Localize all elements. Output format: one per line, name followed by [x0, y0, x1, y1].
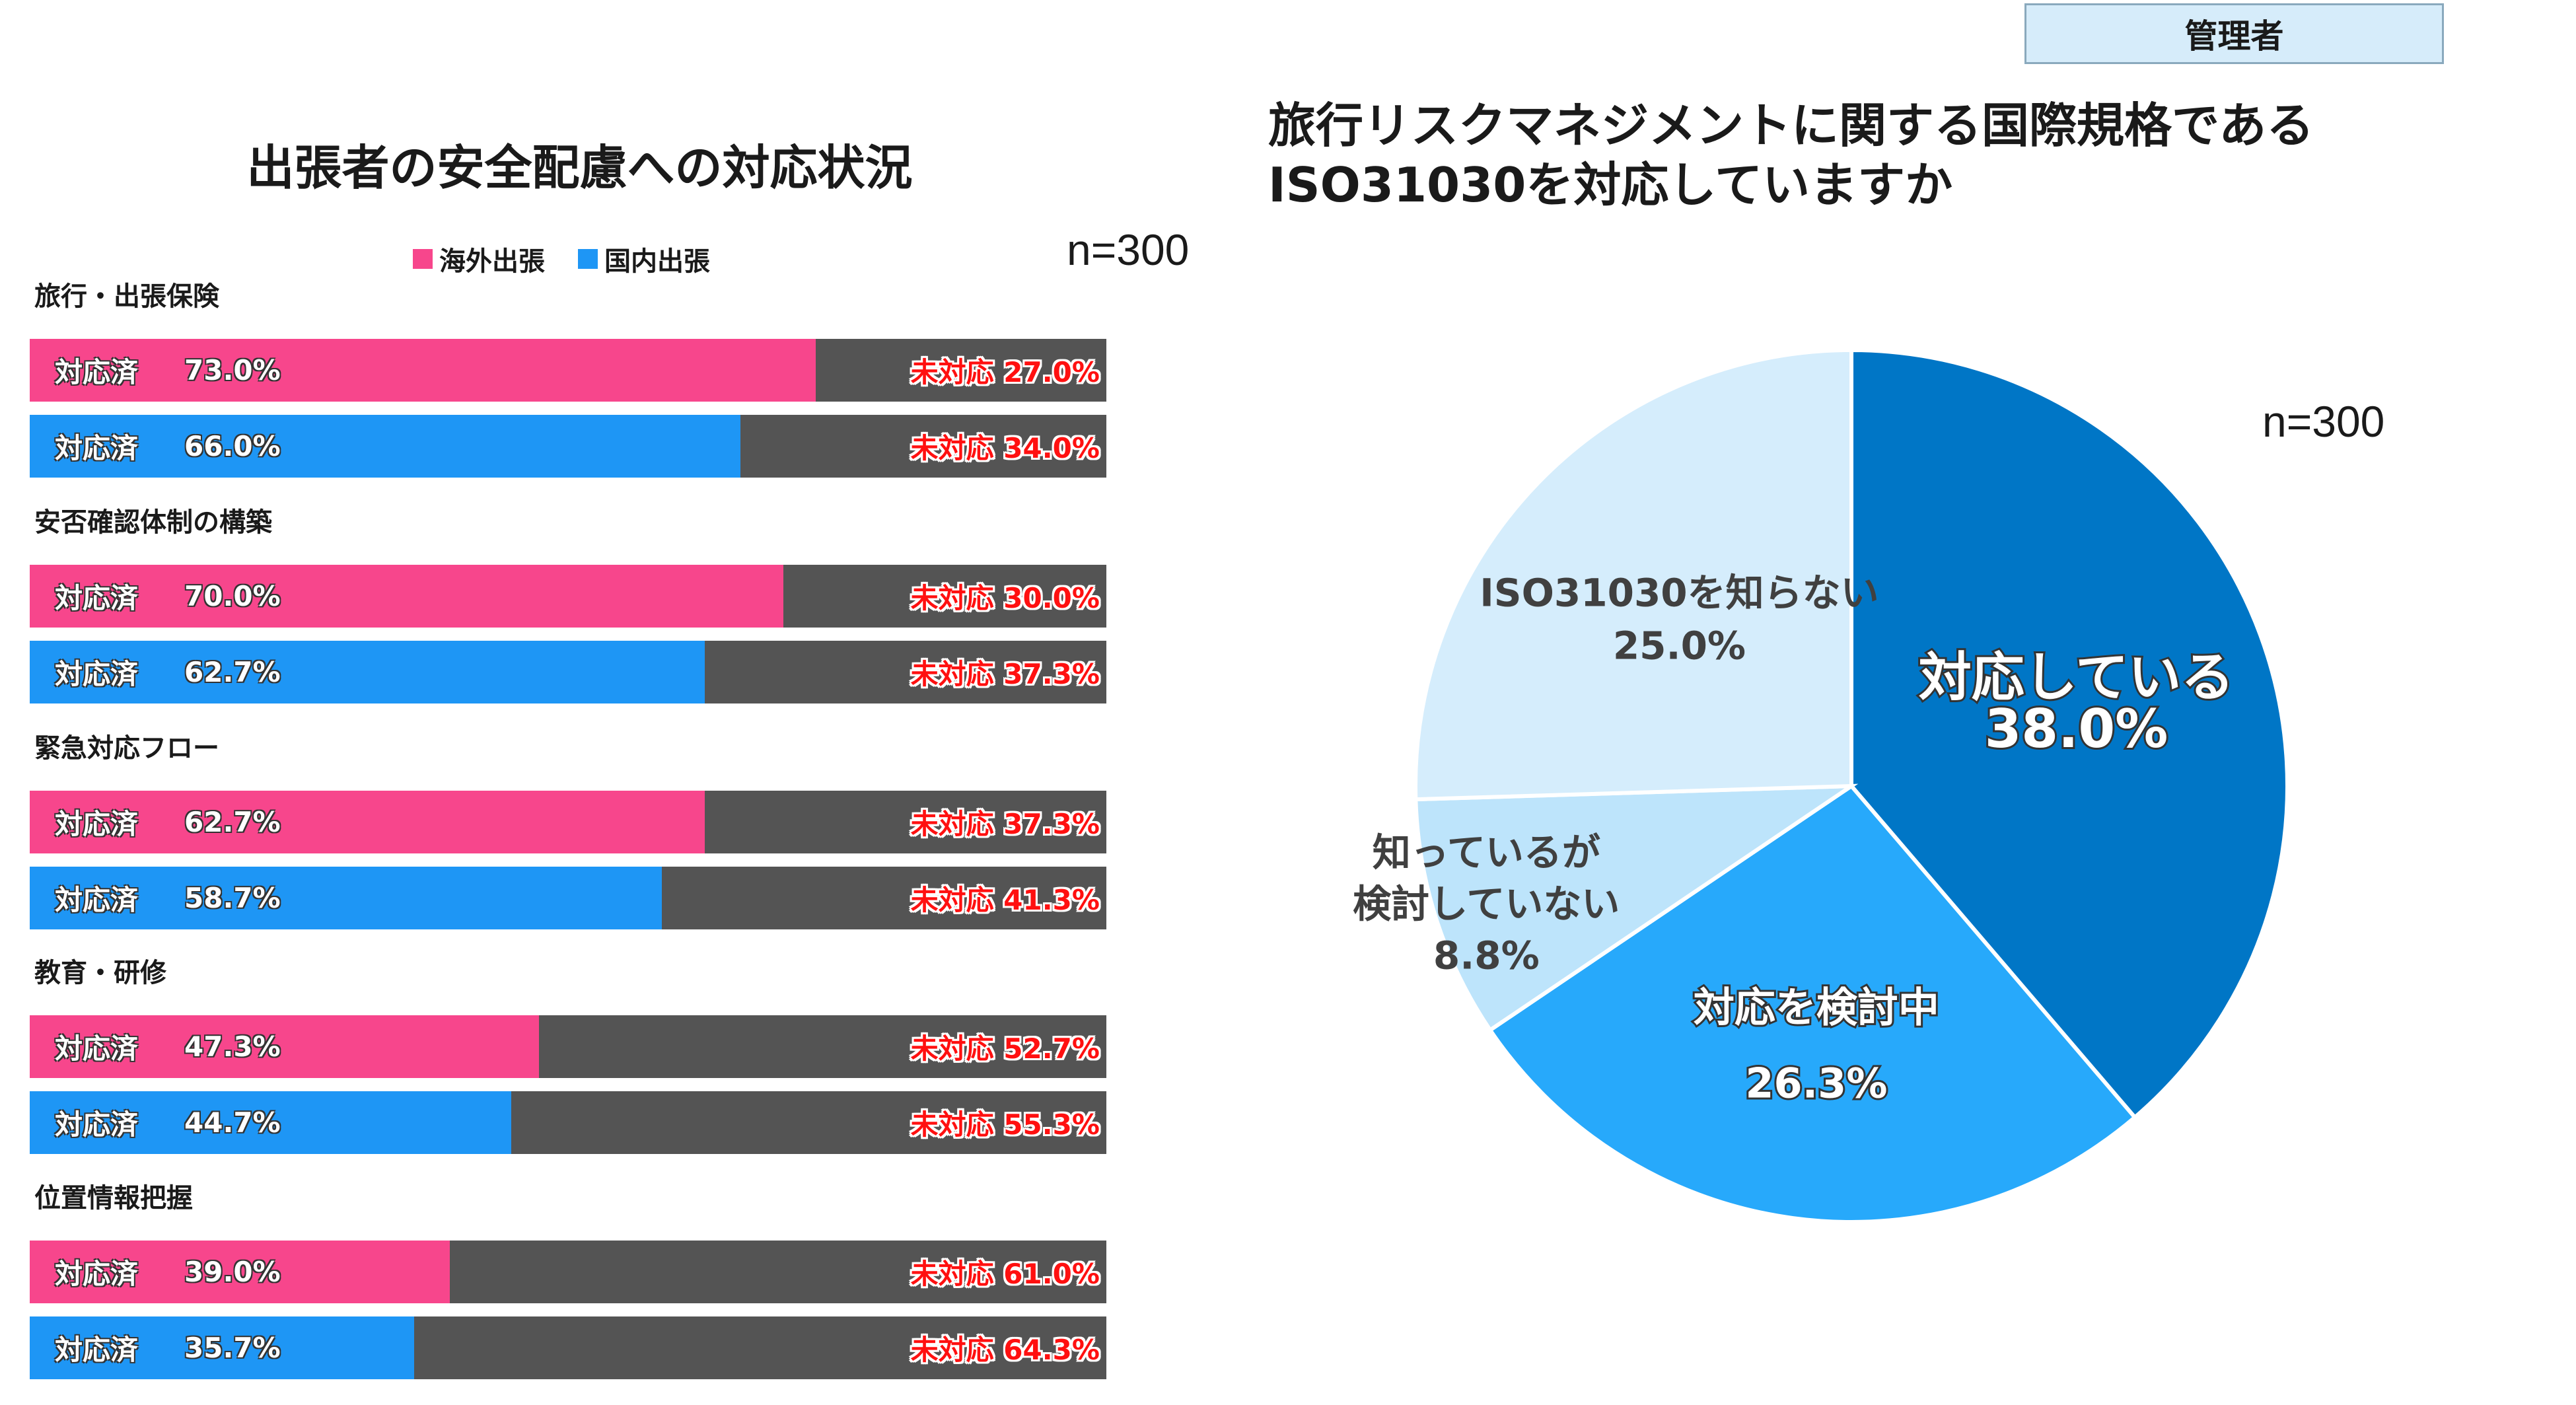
bar-track: 対応済 62.7% 未対応 37.3% [30, 791, 1106, 853]
bar-undone-label: 未対応 37.3% [910, 658, 1100, 690]
legend-label-domestic: 国内出張 [604, 246, 710, 277]
pie-slice-label: 知っているが検討していない 8.8% [1353, 830, 1620, 978]
pie-label-line: 26.3% [1745, 1060, 1887, 1108]
bar-chart: 旅行・出張保険対応済 73.0% 未対応 27.0% 対応済 66.0% 未対応 34.0… [0, 0, 1123, 1405]
bar-done-caption: 対応済 [55, 1334, 139, 1366]
bar-track: 対応済 73.0% 未対応 27.0% [30, 339, 1106, 402]
bar-done-label: 対応済 58.7% [55, 867, 281, 929]
bar-undone-label: 未対応 64.3% [910, 1334, 1100, 1366]
pie-chart-title: 旅行リスクマネジメントに関する国際規格である ISO31030を対応していますか [1268, 96, 2457, 215]
bar-done-caption: 対応済 [55, 884, 139, 916]
bar-segment-done [30, 1241, 450, 1303]
bar-done-label: 対応済 73.0% [55, 339, 281, 402]
bar-undone-label: 未対応 27.0% [910, 356, 1100, 388]
pie-slice [1849, 347, 2290, 1120]
pie-label-line: 8.8% [1433, 933, 1540, 978]
bar-done-label: 対応済 70.0% [55, 565, 281, 628]
pie-slice [1413, 783, 1859, 1033]
bar-done-caption: 対応済 [55, 1108, 139, 1141]
pie-label-line: 25.0% [1613, 624, 1746, 668]
bar-category-label: 旅行・出張保険 [34, 281, 219, 312]
bar-undone-label: 未対応 55.3% [910, 1108, 1100, 1141]
bar-segment-done [30, 565, 783, 628]
pie-slice [1487, 783, 2138, 1224]
bar-undone-label: 未対応 41.3% [910, 884, 1100, 916]
bar-chart-legend: 海外出張 国内出張 [413, 240, 710, 278]
pie-label-line: 検討していない [1353, 882, 1620, 927]
pie-chart-title-line1: 旅行リスクマネジメントに関する国際規格である [1268, 98, 2314, 153]
bar-segment-done [30, 339, 816, 402]
bar-category-label: 安否確認体制の構築 [34, 507, 272, 538]
bar-done-caption: 対応済 [55, 356, 139, 388]
pie-slice-label: 対応している 38.0% [1919, 647, 2235, 760]
bar-category-label: 緊急対応フロー [34, 733, 219, 764]
bar-done-caption: 対応済 [55, 1258, 139, 1290]
bar-done-label: 対応済 47.3% [55, 1015, 281, 1078]
legend-swatch-domestic [578, 249, 598, 269]
legend-item-domestic: 国内出張 [578, 240, 710, 278]
pie-slice-label: 対応を検討中 26.3% [1694, 984, 1939, 1108]
bar-track: 対応済 70.0% 未対応 30.0% [30, 565, 1106, 628]
bar-segment-done [30, 1316, 414, 1379]
bar-undone-label: 未対応 34.0% [910, 432, 1100, 464]
bar-chart-title: 出張者の安全配慮への対応状況 [246, 140, 913, 196]
pie-slice [1413, 347, 1853, 802]
bar-track: 対応済 62.7% 未対応 37.3% [30, 641, 1106, 703]
bar-category-label: 教育・研修 [34, 958, 166, 988]
bar-done-value: 70.0% [184, 580, 281, 612]
pie-label-line: 知っているが [1373, 830, 1600, 875]
bar-segment-done [30, 791, 705, 853]
pie-chart: 対応している 38.0% 対応を検討中 26.3% 知っているが検討していない 8.8% I… [1353, 347, 2290, 1224]
bar-segment-done [30, 1015, 539, 1078]
bar-track: 対応済 66.0% 未対応 34.0% [30, 415, 1106, 478]
bar-segment-done [30, 641, 705, 703]
bar-undone-label: 未対応 30.0% [910, 582, 1100, 614]
bar-done-label: 対応済 39.0% [55, 1241, 281, 1303]
bar-undone-label: 未対応 61.0% [910, 1258, 1100, 1290]
bar-done-caption: 対応済 [55, 582, 139, 614]
bar-done-label: 対応済 62.7% [55, 641, 281, 703]
bar-category-label: 位置情報把握 [34, 1183, 193, 1213]
bar-track: 対応済 35.7% 未対応 64.3% [30, 1316, 1106, 1379]
pie-label-line: ISO31030を知らない [1480, 571, 1878, 616]
pie-label-line: 対応している [1919, 647, 2235, 708]
pie-label-line: 対応を検討中 [1694, 984, 1939, 1032]
bar-done-label: 対応済 66.0% [55, 415, 281, 478]
legend-label-overseas: 海外出張 [439, 246, 545, 277]
bar-done-label: 対応済 35.7% [55, 1316, 281, 1379]
bar-done-value: 44.7% [184, 1106, 281, 1139]
bar-segment-done [30, 867, 662, 929]
bar-done-value: 62.7% [184, 806, 281, 838]
bar-done-value: 47.3% [184, 1030, 281, 1063]
bar-done-value: 35.7% [184, 1332, 281, 1364]
bar-track: 対応済 39.0% 未対応 61.0% [30, 1241, 1106, 1303]
bar-track: 対応済 47.3% 未対応 52.7% [30, 1015, 1106, 1078]
role-badge: 管理者 [2024, 3, 2444, 64]
legend-swatch-overseas [413, 249, 433, 269]
bar-done-label: 対応済 62.7% [55, 791, 281, 853]
bar-done-caption: 対応済 [55, 808, 139, 840]
bar-track: 対応済 58.7% 未対応 41.3% [30, 867, 1106, 929]
legend-item-overseas: 海外出張 [413, 240, 545, 278]
bar-done-value: 73.0% [184, 354, 281, 386]
pie-chart-title-line2: ISO31030を対応していますか [1268, 157, 1953, 213]
bar-done-value: 58.7% [184, 882, 281, 914]
bar-done-caption: 対応済 [55, 658, 139, 690]
bar-undone-label: 未対応 37.3% [910, 808, 1100, 840]
bar-done-caption: 対応済 [55, 432, 139, 464]
pie-chart-sample-size: n=300 [2262, 397, 2385, 446]
bar-undone-label: 未対応 52.7% [910, 1032, 1100, 1065]
bar-done-value: 66.0% [184, 430, 281, 462]
bar-done-value: 62.7% [184, 656, 281, 688]
bar-track: 対応済 44.7% 未対応 55.3% [30, 1091, 1106, 1154]
bar-done-caption: 対応済 [55, 1032, 139, 1065]
pie-slice-label: ISO31030を知らない 25.0% [1480, 571, 1878, 668]
pie-label-line: 38.0% [1985, 698, 2168, 760]
bar-chart-sample-size: n=300 [1067, 225, 1190, 274]
bar-segment-done [30, 1091, 511, 1154]
bar-done-value: 39.0% [184, 1256, 281, 1288]
bar-done-label: 対応済 44.7% [55, 1091, 281, 1154]
bar-segment-done [30, 415, 740, 478]
